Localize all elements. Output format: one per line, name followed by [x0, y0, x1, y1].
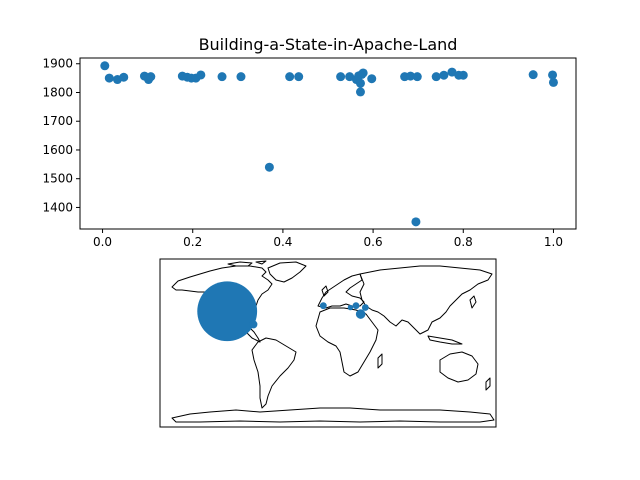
madagascar-outline	[377, 353, 383, 369]
asia-outline	[359, 265, 493, 335]
scatter-point	[528, 70, 538, 80]
scatter-point	[358, 68, 368, 78]
scatter-point	[355, 78, 365, 88]
scatter-point	[439, 70, 449, 80]
japan-outline	[469, 295, 477, 309]
south-america-outline	[251, 337, 297, 409]
x-tick-label: 0.4	[273, 235, 292, 249]
map-bubble	[319, 302, 327, 310]
scatter-point	[285, 72, 295, 82]
map-bubble	[347, 304, 354, 311]
map-bubble	[361, 304, 369, 311]
scatter-point	[100, 61, 110, 71]
british-isles-outline	[321, 285, 329, 297]
scatter-point	[146, 72, 156, 82]
scatter-chart: Building-a-State-in-Apache-Land 0.0 0.2 0.…	[42, 35, 577, 249]
map-bubble	[249, 320, 258, 329]
greenland-outline	[267, 261, 307, 283]
x-tick-label: 0.0	[93, 235, 112, 249]
scatter-point	[345, 72, 355, 82]
y-tick-label: 1700	[42, 114, 73, 128]
scatter-point	[548, 77, 558, 87]
scatter-point	[236, 72, 246, 82]
y-tick-label: 1900	[42, 57, 73, 71]
scatter-point	[548, 70, 558, 80]
europe-outline	[317, 273, 365, 309]
new-zealand-outline	[485, 377, 491, 391]
y-tick-label: 1600	[42, 143, 73, 157]
antarctica-outline	[171, 407, 495, 423]
map-bubble	[352, 302, 360, 310]
australia-outline	[439, 351, 479, 383]
map-bubble	[355, 309, 366, 319]
scatter-point	[355, 87, 365, 97]
scatter-point	[217, 72, 227, 82]
scatter-point	[104, 73, 114, 83]
y-tick-label: 1800	[42, 85, 73, 99]
indonesia-outline	[427, 335, 463, 345]
map-bubble	[197, 281, 258, 342]
x-tick-label: 1.0	[544, 235, 563, 249]
scatter-point	[196, 70, 206, 80]
scatter-point	[119, 72, 129, 82]
x-axis-ticks: 0.0 0.2 0.4 0.6 0.8 1.0	[93, 229, 563, 249]
scatter-point	[458, 70, 468, 80]
plot-frame	[79, 57, 577, 230]
scatter-point	[367, 74, 377, 84]
scatter-point	[406, 71, 416, 81]
x-tick-label: 0.6	[364, 235, 383, 249]
scatter-point	[447, 67, 457, 77]
scatter-points	[100, 61, 558, 227]
world-map	[159, 258, 497, 428]
scatter-point	[411, 217, 421, 227]
scatter-point	[431, 72, 441, 82]
scatter-point	[264, 162, 274, 172]
map-frame	[159, 258, 497, 428]
y-axis-ticks: 1400 1500 1600 1700 1800 1900	[42, 57, 80, 214]
x-tick-label: 0.8	[454, 235, 473, 249]
y-tick-label: 1400	[42, 200, 73, 214]
x-tick-label: 0.2	[183, 235, 202, 249]
chart-title: Building-a-State-in-Apache-Land	[199, 35, 458, 54]
map-bubbles	[197, 281, 369, 342]
scatter-point	[412, 72, 422, 82]
y-tick-label: 1500	[42, 172, 73, 186]
arctic-islands-outline	[227, 260, 267, 267]
scatter-point	[336, 72, 346, 82]
scatter-point	[294, 72, 304, 82]
